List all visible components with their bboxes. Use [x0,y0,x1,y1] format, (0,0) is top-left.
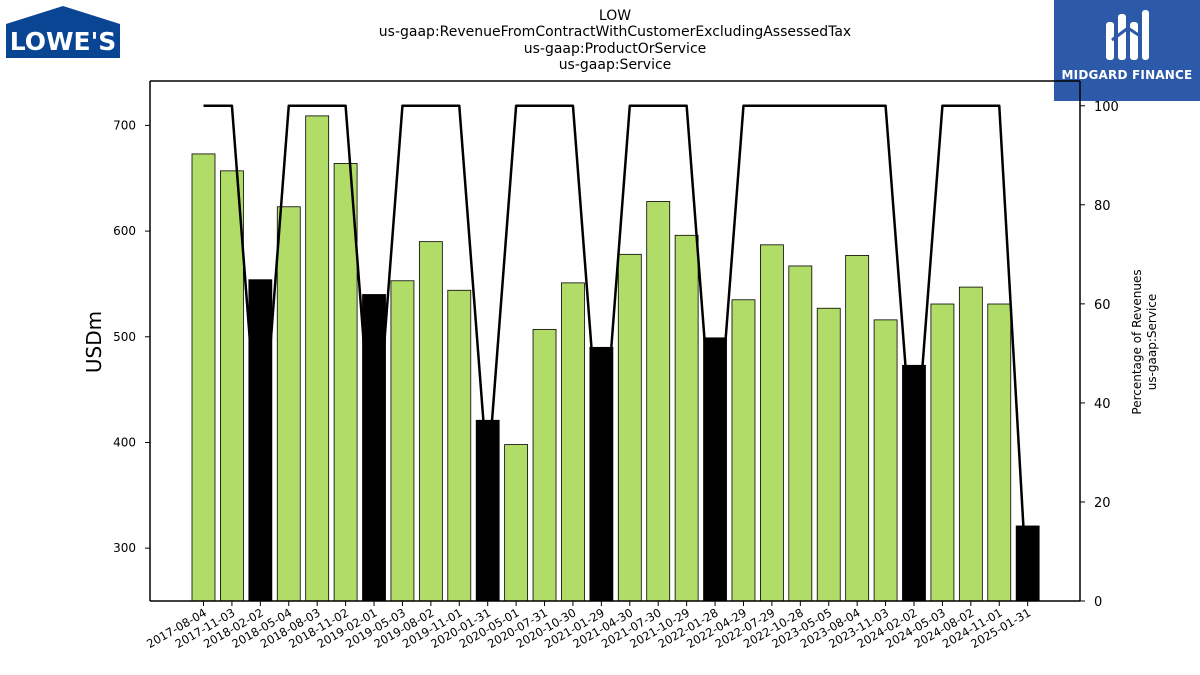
bar-2019-08-02 [418,241,443,602]
bar-2024-02-02 [902,364,926,602]
x-axis-ticks: 2017-08-042017-11-032018-02-022018-05-04… [144,601,1033,651]
bar-2023-05-05 [816,307,841,602]
left-tick-label: 500 [113,330,136,344]
left-tick-label: 600 [113,224,136,238]
bar-2018-08-03 [305,115,330,602]
y2-axis-label-line2: us-gaap:Service [1145,294,1159,391]
bar-2022-10-28 [788,265,813,602]
midgard-mark-icon [1106,10,1149,60]
bar-2018-02-02 [248,279,273,602]
y-axis-label: USDm [82,311,106,373]
right-tick-label: 20 [1094,496,1111,511]
bar-2020-07-31 [532,328,557,602]
bar-2018-05-04 [276,206,301,602]
bar-2020-10-30 [561,282,585,602]
right-tick-label: 100 [1094,100,1119,115]
right-tick-label: 60 [1094,298,1111,313]
lowes-logo-text: LOWE'S [10,27,117,56]
bar-2020-05-01 [504,444,529,602]
left-axis-ticks: 300 400 500 600 700 [113,118,150,555]
left-tick-label: 300 [113,541,136,555]
bar-2021-07-30 [646,201,671,602]
bar-2019-02-01 [362,294,386,602]
chart-title-metric: us-gaap:RevenueFromContractWithCustomerE… [378,24,852,40]
bars-layer [191,115,1040,602]
right-tick-label: 80 [1094,199,1111,214]
bar-2018-11-02 [333,163,358,602]
bar-2017-11-03 [220,170,244,602]
bar-2022-04-29 [731,299,756,602]
chart-title-ticker: LOW [598,8,632,24]
chart-title-member: us-gaap:Service [558,57,672,73]
bar-2021-10-29 [674,234,699,602]
bar-2024-05-03 [930,303,955,602]
midgard-brand-text: MIDGARD FINANCE [1061,68,1193,82]
bar-2024-11-01 [987,303,1012,602]
bar-2023-08-04 [845,254,870,602]
y2-axis-label-line1: Percentage of Revenues [1130,269,1144,414]
axes-layer [149,80,1081,602]
bar-2024-08-02 [958,286,983,602]
bar-2017-08-04 [191,153,216,602]
right-tick-label: 0 [1094,595,1102,610]
bar-2021-04-30 [617,253,642,602]
lowes-logo: LOWE'S [6,6,120,58]
left-tick-label: 400 [113,435,136,449]
right-axis-ticks: 0 20 40 60 80 100 [1080,100,1119,610]
right-tick-label: 40 [1094,397,1111,412]
left-tick-label: 700 [113,118,136,132]
bar-2020-01-31 [475,419,500,602]
chart-title-axis: us-gaap:ProductOrService [523,41,707,57]
bar-2022-07-29 [760,244,784,602]
bar-2019-11-01 [447,289,472,602]
midgard-finance-logo: MIDGARD FINANCE [1054,0,1200,101]
bar-2023-11-03 [873,319,898,602]
percentage-line [203,104,1029,602]
bar-2019-05-03 [390,280,415,602]
